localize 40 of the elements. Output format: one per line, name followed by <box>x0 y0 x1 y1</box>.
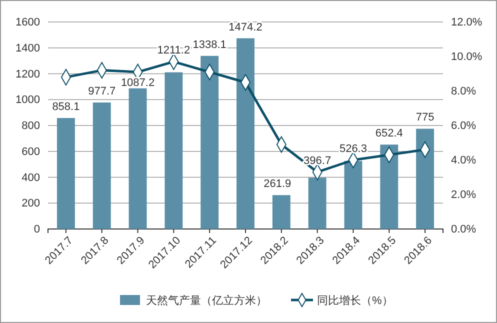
data-label: 1211.2 <box>157 44 190 57</box>
y2-tick-label: 10.0% <box>451 51 482 64</box>
bar <box>236 38 254 229</box>
y-tick-label: 1600 <box>16 16 40 29</box>
y-tick-label: 600 <box>22 146 40 158</box>
legend-label: 同比增长（%） <box>317 294 393 307</box>
y2-tick-label: 0.0% <box>451 224 476 236</box>
y2-tick-label: 12.0% <box>451 16 482 29</box>
data-label: 977.7 <box>88 86 116 98</box>
data-label: 526.3 <box>339 143 367 155</box>
y-tick-label: 800 <box>22 120 40 132</box>
bar <box>92 102 111 229</box>
bar <box>344 160 362 229</box>
bar <box>416 128 434 229</box>
y2-tick-label: 4.0% <box>451 154 476 167</box>
y-tick-label: 400 <box>22 172 40 184</box>
y2-tick-label: 8.0% <box>451 86 476 98</box>
data-label: 1338.1 <box>192 38 226 51</box>
bar <box>164 72 183 229</box>
bar <box>380 144 398 229</box>
y-tick-label: 1400 <box>16 42 40 54</box>
y-tick-label: 1200 <box>16 68 40 80</box>
y-tick-label: 200 <box>22 198 40 210</box>
data-label: 261.9 <box>264 178 292 190</box>
data-label: 1474.2 <box>228 21 262 34</box>
data-label: 858.1 <box>52 100 80 113</box>
bar <box>308 178 326 229</box>
y-tick-label: 0 <box>34 224 40 236</box>
y-tick-label: 1000 <box>16 94 40 106</box>
data-label: 775 <box>416 112 434 124</box>
bar <box>56 118 75 229</box>
data-label: 396.7 <box>304 155 332 168</box>
legend-label: 天然气产量（亿立方米） <box>146 294 267 307</box>
bar <box>200 56 219 229</box>
y2-tick-label: 6.0% <box>451 120 476 132</box>
bar <box>128 88 147 229</box>
y2-tick-label: 2.0% <box>451 189 476 202</box>
data-label: 1087.2 <box>120 77 155 90</box>
bar <box>272 195 290 229</box>
data-label: 652.4 <box>375 128 403 140</box>
